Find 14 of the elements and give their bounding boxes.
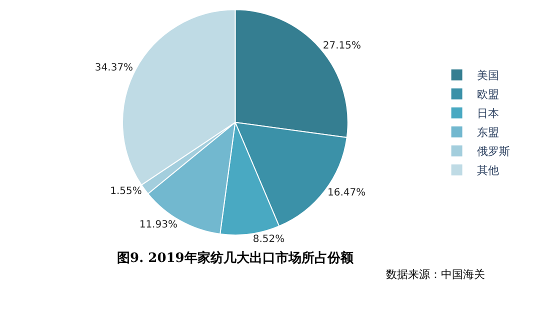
data-label: 1.55% bbox=[110, 186, 142, 197]
legend-label: 东盟 bbox=[476, 126, 499, 140]
data-label: 11.93% bbox=[139, 219, 178, 230]
legend-label: 俄罗斯 bbox=[476, 145, 510, 158]
legend-label: 欧盟 bbox=[476, 88, 499, 102]
legend-label: 其他 bbox=[476, 164, 499, 178]
source-note: 数据来源：中国海关 bbox=[386, 268, 485, 281]
text: 图9. 2019年家纺几大出口市场所占份额 bbox=[117, 250, 354, 266]
legend-label: 美国 bbox=[476, 69, 499, 82]
data-label: 27.15% bbox=[322, 40, 361, 52]
legend-label: 日本 bbox=[476, 107, 499, 120]
data-label: 16.47% bbox=[327, 187, 366, 198]
data-label: 34.37% bbox=[94, 62, 134, 74]
data-label: 8.52% bbox=[252, 234, 285, 245]
